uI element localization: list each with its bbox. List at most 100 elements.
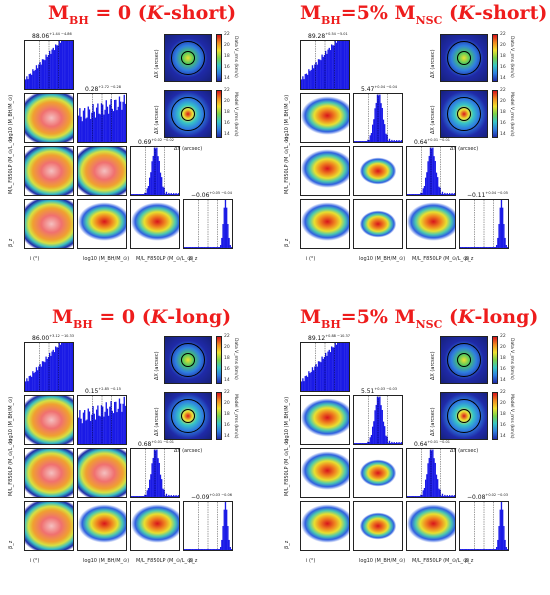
histogram-bar <box>435 474 438 497</box>
histogram-bar <box>222 526 224 550</box>
data-vrms-map <box>164 336 212 384</box>
axis-label: β_z <box>189 256 198 262</box>
histogram-bar <box>468 247 470 248</box>
histogram-bar <box>196 247 198 248</box>
histogram-bar <box>203 549 205 550</box>
histogram-bar <box>390 443 392 444</box>
histogram-bar <box>304 74 306 89</box>
histogram-bar <box>357 141 359 142</box>
histogram-bar <box>364 443 367 444</box>
histogram-bar <box>451 495 453 497</box>
histogram-bar <box>466 549 468 550</box>
histogram-bar <box>149 479 151 497</box>
histogram-bar <box>38 366 40 391</box>
histogram-bar <box>434 160 436 195</box>
histogram-bar <box>197 549 199 550</box>
histogram-bar <box>417 496 420 497</box>
posterior-value: 0.69+0.02 −0.02 <box>138 138 174 146</box>
histogram-bar <box>173 495 175 497</box>
histogram-bar <box>475 549 477 550</box>
histogram-bar <box>124 405 126 444</box>
colorbar-tick: 18 <box>224 356 230 361</box>
histogram-bar <box>429 449 432 497</box>
posterior-error: +2.85 −0.15 <box>98 387 121 391</box>
histogram-bars <box>407 147 455 195</box>
histogram-bar <box>210 549 212 550</box>
histogram-bar <box>390 141 392 142</box>
colorbar-tick: 22 <box>224 88 230 93</box>
axis-label: β_z <box>8 238 14 247</box>
histogram-bar <box>437 177 439 195</box>
histogram-bar <box>500 200 503 248</box>
histogram-bar <box>423 487 426 497</box>
posterior-error: +0.03 −0.06 <box>209 493 232 497</box>
histogram-bar <box>98 415 100 444</box>
histogram-bar <box>497 237 499 248</box>
histogram-bar <box>460 549 462 550</box>
histogram-bar <box>484 247 486 248</box>
histogram-bar <box>344 41 346 89</box>
aperture-circle <box>457 409 471 423</box>
histogram-bar <box>111 410 113 444</box>
histogram-bar <box>445 194 447 195</box>
histogram-bar <box>65 343 68 391</box>
model-vrms-map <box>440 392 488 440</box>
histogram-bar <box>153 147 156 195</box>
histogram-bar <box>133 496 135 497</box>
histogram-bar <box>431 148 433 195</box>
histogram-bar <box>305 73 308 89</box>
histogram-bar <box>484 549 486 550</box>
colorbar-tick: 14 <box>224 378 230 383</box>
axis-label: M/L_F850LP (M_⊙/L_⊙) <box>8 438 14 496</box>
histogram-bar <box>340 41 342 89</box>
histogram-bar <box>364 141 367 142</box>
colorbar-tick: 16 <box>224 423 230 428</box>
histogram-bar <box>212 247 215 248</box>
histogram-bar <box>463 549 465 550</box>
histogram-bar <box>502 207 504 248</box>
density-contour <box>353 501 403 551</box>
histogram-bar <box>374 108 376 142</box>
aperture-circle <box>171 399 205 433</box>
colorbar-label: Model V_rms (km/s) <box>509 394 514 439</box>
histogram-bar <box>33 373 35 391</box>
histogram-bar <box>425 177 427 195</box>
histogram-bar <box>503 526 505 550</box>
model-vrms-map <box>440 90 488 138</box>
histogram-bar <box>221 237 223 248</box>
posterior-value: 0.64+0.01 −0.01 <box>414 440 450 448</box>
histogram-bar <box>158 462 160 497</box>
histogram-bar <box>410 194 412 195</box>
histogram-bar <box>103 114 105 142</box>
histogram-bar <box>116 412 118 444</box>
histogram-bar <box>345 343 347 391</box>
histogram-bar <box>223 207 225 248</box>
histogram-bar <box>438 186 440 195</box>
histogram-bar <box>420 494 422 497</box>
histogram-bar <box>165 493 168 497</box>
histogram-panel <box>77 395 127 445</box>
posterior-value: 89.12+0.88 −10.37 <box>308 334 350 342</box>
histogram-bar <box>472 247 474 248</box>
posterior-error: +0.01 −0.01 <box>151 440 174 444</box>
axis-label: log10 (M_BH/M_⊙) <box>359 558 406 564</box>
histogram-bar <box>502 509 504 550</box>
histogram-bar <box>415 194 417 195</box>
posterior-median: 89.12 <box>308 335 326 342</box>
histogram-bar <box>35 65 38 89</box>
histogram-bar <box>452 194 454 195</box>
histogram-bar <box>38 64 40 89</box>
colorbar <box>216 392 222 440</box>
histogram-bar <box>490 549 492 550</box>
histogram-bar <box>220 547 222 550</box>
histogram-bar <box>392 443 394 444</box>
histogram-bar <box>416 194 418 195</box>
histogram-bar <box>37 370 39 391</box>
histogram-bar <box>311 65 314 89</box>
histogram-bar <box>414 496 416 497</box>
axis-label: log10 (M_BH/M_⊙) <box>284 396 290 443</box>
histogram-bar <box>452 496 454 497</box>
histogram-bar <box>378 95 380 142</box>
axis-label: β_z <box>465 256 474 262</box>
histogram-bar <box>499 207 501 248</box>
